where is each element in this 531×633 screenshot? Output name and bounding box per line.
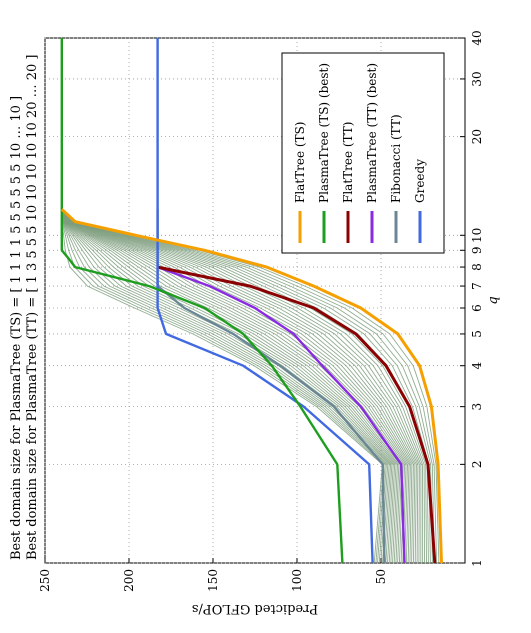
y-axis-label: Predicted GFLOP/s <box>192 601 318 616</box>
background-curve <box>61 209 416 564</box>
background-curve <box>61 209 393 564</box>
background-curve <box>61 209 422 564</box>
series-layer <box>60 38 443 564</box>
x-tick-label: 3 <box>470 403 484 411</box>
legend-label: FlatTree (TS) <box>293 122 307 204</box>
series-line-3 <box>157 265 406 564</box>
background-curve <box>61 209 419 564</box>
background-curve <box>61 209 383 564</box>
background-curve <box>61 209 427 564</box>
series-line-0 <box>60 208 443 564</box>
ticks: 1 2 3 4 5 6 7 8 9 10 20 30 40 50 100 150 200 250 <box>38 30 484 592</box>
legend-label: PlasmaTree (TS) (best) <box>317 63 331 203</box>
background-curve <box>61 209 411 564</box>
x-tick-label: 8 <box>470 263 484 271</box>
background-curve <box>61 209 413 564</box>
legend-label: PlasmaTree (TT) (best) <box>365 63 379 203</box>
background-curve <box>61 209 414 564</box>
background-curve <box>61 209 398 564</box>
background-curve <box>61 209 401 564</box>
x-tick-label: 2 <box>470 461 484 469</box>
y-tick-label: 250 <box>38 569 52 592</box>
background-curve <box>61 209 394 564</box>
background-curve <box>61 209 424 563</box>
background-curve <box>61 208 433 564</box>
x-axis-label: q <box>486 296 501 304</box>
background-curve <box>61 208 435 564</box>
header: Best domain size for PlasmaTree (TS) = [… <box>9 55 40 561</box>
x-tick-label: 4 <box>470 362 484 370</box>
header-line-2: Best domain size for PlasmaTree (TT) = [… <box>25 55 40 561</box>
background-curve <box>61 209 392 564</box>
x-tick-label: 5 <box>470 330 484 338</box>
background-curve <box>61 209 390 564</box>
x-tick-label: 20 <box>470 129 484 144</box>
background-curve <box>61 209 385 564</box>
legend-label: Fibonacci (TT) <box>389 114 403 203</box>
background-curve <box>61 209 400 564</box>
x-tick-label: 9 <box>470 246 484 254</box>
series-line-5 <box>156 38 374 564</box>
y-tick-label: 50 <box>374 569 388 584</box>
y-tick-label: 200 <box>122 569 136 592</box>
x-tick-label: 6 <box>470 304 484 312</box>
legend: FlatTree (TS) PlasmaTree (TS) (best) FlatT… <box>281 52 445 254</box>
background-curve <box>61 209 425 564</box>
legend-label: FlatTree (TT) <box>341 122 355 204</box>
background-curve <box>61 209 407 564</box>
background-curve <box>61 209 410 564</box>
header-line-1: Best domain size for PlasmaTree (TS) = [… <box>9 96 24 560</box>
x-tick-label: 10 <box>470 228 484 243</box>
series-line-4 <box>156 209 386 564</box>
legend-label: Greedy <box>413 159 427 203</box>
x-tick-label: 40 <box>470 30 484 45</box>
series-line-2 <box>157 265 437 564</box>
x-tick-label: 1 <box>470 559 484 567</box>
background-series <box>61 208 440 564</box>
background-curve <box>61 209 417 564</box>
x-tick-label: 30 <box>470 71 484 86</box>
legend-box <box>281 52 445 254</box>
series-line-1 <box>60 38 344 564</box>
x-tick-label: 7 <box>470 282 484 290</box>
background-curve <box>61 209 406 564</box>
y-tick-label: 150 <box>206 569 220 592</box>
background-curve <box>61 209 408 564</box>
plot-frame <box>44 37 466 564</box>
background-curve <box>61 209 389 564</box>
background-curve <box>61 209 396 564</box>
y-tick-label: 100 <box>290 569 304 592</box>
background-curve <box>61 209 420 564</box>
